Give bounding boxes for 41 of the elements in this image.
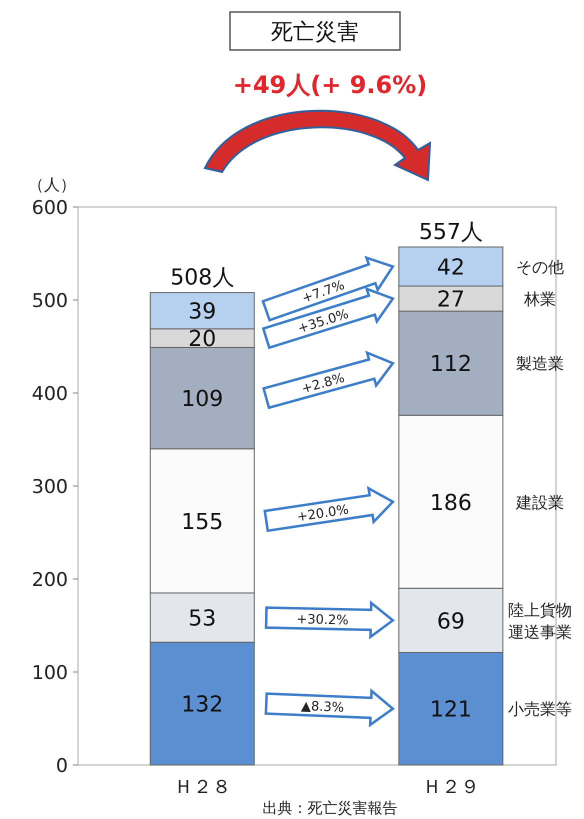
series-label: 小売業等 [508, 700, 572, 719]
chart-title: 死亡災害 [271, 20, 359, 45]
series-label: 製造業 [516, 354, 564, 374]
data-label: 42 [436, 256, 465, 281]
y-tick-label: 600 [32, 197, 68, 219]
data-label: 155 [181, 510, 224, 535]
data-label: 186 [430, 490, 472, 516]
series-label: 林業 [523, 290, 556, 309]
data-label: 69 [436, 609, 465, 634]
series-label: 建設業 [515, 492, 564, 512]
x-tick-label: Ｈ２９ [422, 776, 480, 798]
y-axis-title: （人） [28, 175, 76, 194]
data-label: 20 [188, 327, 216, 352]
total-label: 508人 [170, 266, 234, 291]
source-note: 出典：死亡災害報告 [262, 799, 398, 817]
data-label: 39 [188, 300, 216, 325]
total-label: 557人 [418, 220, 483, 245]
annotation: +30.2% [296, 612, 349, 628]
change-arrow: ▲8.3% [264, 688, 395, 728]
data-label: 132 [181, 692, 224, 718]
x-tick-label: Ｈ２８ [174, 776, 231, 798]
change-arrow: +20.0% [263, 486, 395, 532]
y-tick-label: 500 [32, 290, 68, 312]
y-tick-label: 200 [32, 569, 68, 591]
data-label: 109 [181, 387, 224, 412]
series-label: 陸上貨物運送事業 [508, 600, 572, 642]
data-label: 121 [430, 698, 472, 723]
annotation: ▲8.3% [300, 699, 344, 716]
annotation: +2.8% [300, 370, 346, 398]
change-arrow: +30.2% [264, 600, 395, 640]
data-label: 27 [436, 288, 465, 313]
change-arrow: +2.8% [262, 350, 395, 410]
data-label: 112 [430, 352, 472, 378]
y-tick-label: 0 [56, 755, 68, 777]
chart-subtitle: +49人(+ 9.6%) [232, 71, 428, 99]
data-label: 53 [188, 606, 216, 632]
y-tick-label: 300 [32, 476, 68, 498]
annotation: +20.0% [296, 502, 350, 526]
y-tick-label: 400 [32, 383, 68, 405]
series-label: その他 [516, 258, 564, 277]
y-tick-label: 100 [32, 662, 68, 684]
